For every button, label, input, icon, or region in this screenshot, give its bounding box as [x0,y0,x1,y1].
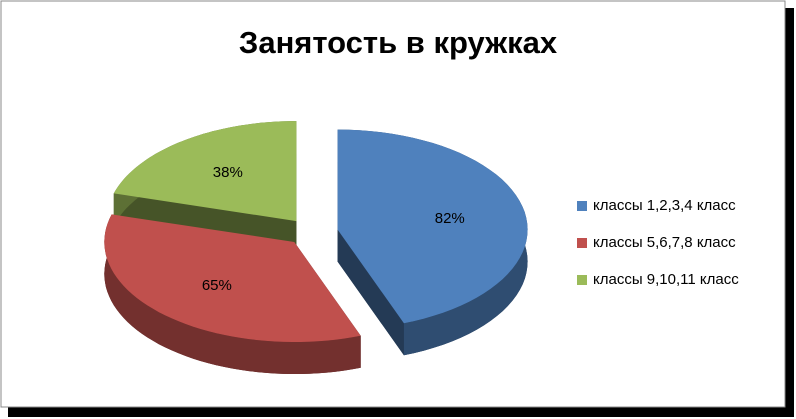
legend-label: классы 5,6,7,8 класс [593,234,736,251]
legend-label: классы 9,10,11 класс [593,271,739,288]
pie-slice [113,121,297,222]
legend-swatch [577,201,587,211]
legend-swatch [577,238,587,248]
slice-outer-wall [104,214,361,374]
legend: классы 1,2,3,4 класс классы 5,6,7,8 класс… [577,197,739,288]
pie-slice [337,129,528,324]
data-label: 82% [435,210,465,227]
data-label: 65% [202,277,232,294]
chart-title: Занятость в кружках [239,25,558,60]
pie-slice [104,214,361,342]
legend-label: классы 1,2,3,4 класс [593,197,736,214]
slice-wall [337,229,404,356]
slice-tops: 82% 65% 38% [104,121,528,342]
data-label: 38% [213,164,243,181]
legend-swatch [577,275,587,285]
